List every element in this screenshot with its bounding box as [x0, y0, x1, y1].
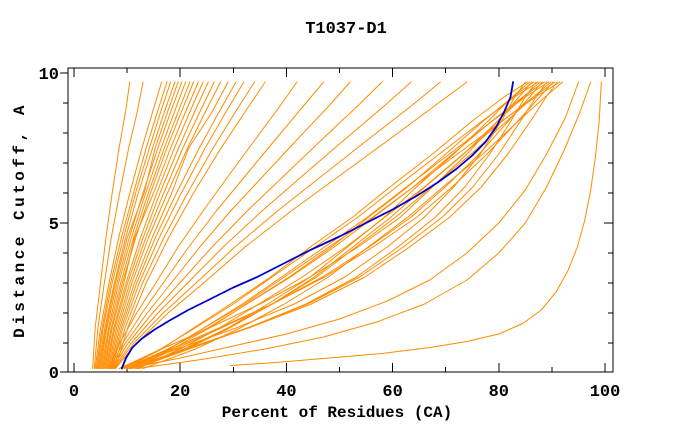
tick-labels: 0 20 40 60 80 100 0 5 10	[39, 66, 621, 402]
highlighted-model-curve	[120, 81, 514, 370]
model-curve	[109, 81, 229, 369]
model-curve	[126, 81, 554, 369]
x-tick-label: 80	[489, 383, 509, 402]
model-curve	[130, 81, 552, 369]
model-curve	[108, 81, 222, 369]
y-tick-label: 5	[49, 216, 59, 235]
model-curve	[113, 81, 441, 369]
model-curve	[121, 81, 526, 369]
model-curve	[128, 81, 561, 369]
model-curve	[100, 81, 183, 369]
model-curve	[123, 81, 545, 369]
model-curve	[114, 81, 266, 369]
model-curve	[110, 81, 237, 369]
x-tick-label: 0	[69, 383, 79, 402]
model-curve	[112, 81, 412, 369]
model-curve	[127, 81, 558, 369]
model-curve	[106, 81, 209, 369]
model-curve	[95, 81, 168, 369]
model-curve	[92, 81, 131, 369]
axis-ticks	[60, 68, 613, 373]
x-tick-label: 20	[170, 383, 190, 402]
plot-title: T1037-D1	[305, 20, 387, 39]
model-curve	[134, 81, 537, 369]
model-curves	[92, 81, 602, 370]
model-curve	[104, 81, 199, 369]
x-tick-label: 100	[590, 383, 621, 402]
plot-frame	[67, 67, 614, 373]
model-curve	[97, 81, 176, 369]
model-curve	[129, 81, 535, 369]
model-curve	[107, 81, 215, 369]
model-curve	[108, 81, 298, 369]
model-curve	[109, 81, 325, 369]
model-curve	[113, 81, 255, 369]
model-curve	[123, 81, 528, 369]
x-axis-label: Percent of Residues (CA)	[222, 404, 452, 422]
model-curve	[111, 81, 383, 369]
model-curve	[111, 81, 245, 369]
model-curve	[101, 81, 186, 369]
y-tick-label: 0	[49, 365, 59, 384]
model-curve	[103, 81, 194, 369]
y-tick-label: 10	[39, 66, 59, 85]
model-curve	[114, 81, 468, 369]
model-curve	[118, 81, 533, 369]
model-curve	[102, 81, 191, 369]
model-curve	[93, 81, 144, 369]
y-axis-label: Distance Cutoff, A	[11, 102, 29, 338]
model-curve	[121, 81, 539, 369]
model-curve	[137, 81, 592, 369]
model-curve	[96, 81, 172, 369]
x-tick-label: 60	[382, 383, 402, 402]
model-curve	[126, 81, 579, 369]
model-curve	[110, 81, 351, 369]
model-curve	[142, 81, 563, 369]
x-tick-label: 40	[276, 383, 296, 402]
model-curve	[105, 81, 204, 369]
model-curve	[230, 81, 602, 366]
model-curve	[94, 81, 163, 369]
